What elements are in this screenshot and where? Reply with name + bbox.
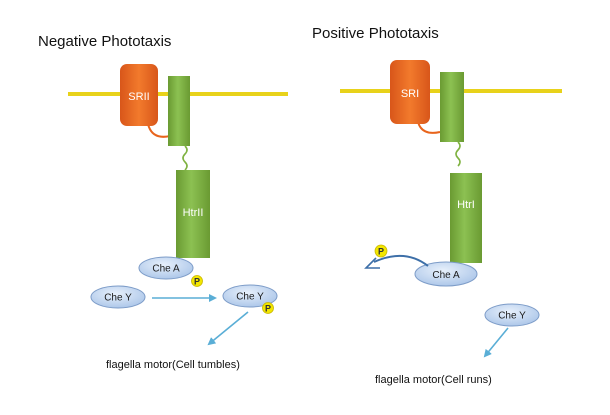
transducer-htr-ii [176,170,210,258]
transducer-linker [455,141,461,167]
che-y-free-label: Che Y [104,293,132,304]
che-y-label: Che Y [498,311,526,322]
che-y-phosphorylated-label: Che Y [236,292,264,303]
che-a-label: Che A [432,270,460,281]
che-y-free [484,303,540,327]
positive-phototaxis-panel: Positive Phototaxis SRI HtrI Che A P Che… [312,25,562,386]
phosphate-on-che-a-label: P [194,277,200,287]
transducer-membrane-segment [440,72,464,142]
receptor-sr-ii-label: SRII [128,91,149,103]
transducer-linker [182,145,188,171]
phosphate-on-che-a [191,275,203,287]
receptor-sr-ii [120,64,158,126]
blocked-arrowhead-icon [364,257,380,269]
transducer-htr-i-label: HtrI [457,199,475,211]
che-y-free [90,285,146,309]
positive-title: Positive Phototaxis [312,25,439,42]
phosphate-on-che-y [262,302,274,314]
receptor-sr-i-label: SRI [401,88,419,100]
che-a-protein [414,261,478,287]
transducer-htr-ii-label: HtrII [183,207,204,219]
phosphate-on-che-a-label: P [378,247,384,257]
signal-to-motor-arrow [207,311,249,346]
phosphate-on-che-y-label: P [265,304,271,314]
transducer-htr-i [450,173,482,263]
transducer-membrane-segment [168,76,190,146]
phosphate-on-che-a [374,244,388,258]
receptor-sr-i [390,60,430,124]
signal-to-motor-arrow [483,327,509,358]
che-a-label: Che A [152,264,180,275]
receptor-linker [147,123,171,138]
che-y-phosphorylated [222,284,278,308]
positive-outcome: flagella motor(Cell runs) [375,374,492,386]
negative-title: Negative Phototaxis [38,33,171,50]
negative-outcome: flagella motor(Cell tumbles) [106,359,240,371]
negative-phototaxis-panel: Negative Phototaxis SRII HtrII Che A P C… [38,33,288,371]
che-a-protein [138,256,194,280]
phosphate-transfer-arc [373,255,429,267]
receptor-linker [417,121,441,134]
